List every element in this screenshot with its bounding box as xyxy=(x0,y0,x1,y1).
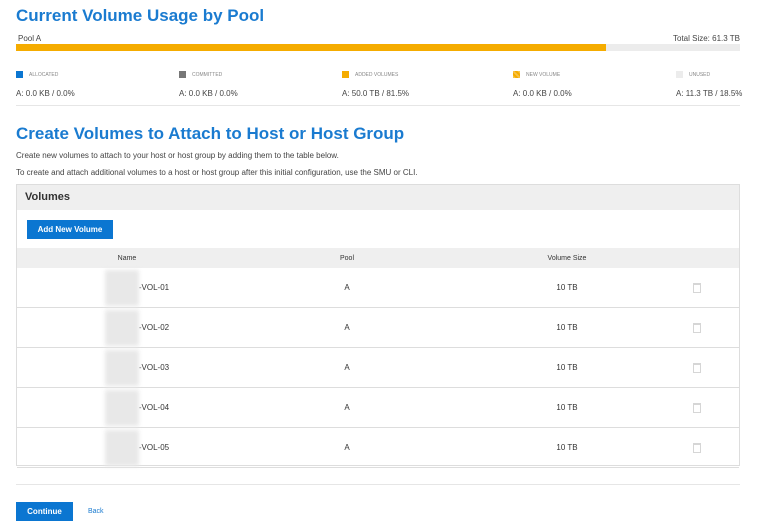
volume-name: -VOL-04 xyxy=(87,388,187,427)
legend-swatch xyxy=(16,71,23,79)
table-row: -VOL-01 A 10 TB xyxy=(17,268,739,308)
usage-title: Current Volume Usage by Pool xyxy=(16,6,265,25)
volume-name: -VOL-01 xyxy=(87,268,187,307)
table-row: -VOL-05 A 10 TB xyxy=(17,428,739,468)
table-row: -VOL-03 A 10 TB xyxy=(17,348,739,388)
usage-bar xyxy=(16,44,740,51)
volume-size: 10 TB xyxy=(556,363,578,372)
legend-swatch xyxy=(342,71,349,79)
redacted-prefix xyxy=(104,389,139,426)
redacted-prefix xyxy=(104,269,139,306)
trash-icon xyxy=(693,282,701,293)
legend-label: Committed xyxy=(192,71,223,78)
redacted-prefix xyxy=(104,349,139,386)
legend-label: Allocated xyxy=(29,71,59,78)
legend-item: New Volume A: 0.0 KB / 0.0% xyxy=(513,66,633,98)
delete-button[interactable] xyxy=(687,348,707,387)
volume-pool: A xyxy=(344,283,350,292)
volumes-title: Volumes xyxy=(17,185,739,210)
create-desc-1: Create new volumes to attach to your hos… xyxy=(16,151,339,160)
divider xyxy=(16,105,740,106)
delete-button[interactable] xyxy=(687,388,707,427)
redacted-prefix xyxy=(104,429,139,466)
volume-name: -VOL-03 xyxy=(87,348,187,387)
legend-item: Allocated A: 0.0 KB / 0.0% xyxy=(16,66,136,98)
trash-icon xyxy=(693,362,701,373)
legend-swatch xyxy=(676,71,683,79)
volume-size: 10 TB xyxy=(556,323,578,332)
create-desc-2: To create and attach additional volumes … xyxy=(16,168,418,177)
legend-label: Unused xyxy=(689,71,711,78)
volume-name: -VOL-05 xyxy=(87,428,187,467)
table-row: -VOL-04 A 10 TB xyxy=(17,388,739,428)
volume-pool: A xyxy=(344,403,350,412)
legend-value: A: 0.0 KB / 0.0% xyxy=(179,89,238,98)
col-size: Volume Size xyxy=(547,254,587,262)
col-name: Name xyxy=(117,254,137,262)
legend-value: A: 0.0 KB / 0.0% xyxy=(513,89,572,98)
trash-icon xyxy=(693,402,701,413)
legend-item: Added Volumes A: 50.0 TB / 81.5% xyxy=(342,66,462,98)
divider xyxy=(16,484,740,485)
back-link[interactable]: Back xyxy=(88,508,104,515)
volume-name: -VOL-02 xyxy=(87,308,187,347)
trash-icon xyxy=(693,442,701,453)
table-header: Name Pool Volume Size xyxy=(17,248,739,268)
legend-swatch xyxy=(179,71,186,79)
redacted-prefix xyxy=(104,309,139,346)
table-row: -VOL-02 A 10 TB xyxy=(17,308,739,348)
continue-button[interactable]: Continue xyxy=(16,502,73,521)
legend-label: New Volume xyxy=(526,71,561,78)
usage-bar-fill xyxy=(16,44,607,51)
delete-button[interactable] xyxy=(687,268,707,307)
volume-pool: A xyxy=(344,363,350,372)
legend-value: A: 11.3 TB / 18.5% xyxy=(676,89,743,98)
volume-pool: A xyxy=(344,323,350,332)
legend-value: A: 50.0 TB / 81.5% xyxy=(342,89,410,98)
total-size: Total Size: 61.3 TB xyxy=(673,34,740,43)
pool-label: Pool A xyxy=(18,34,42,43)
add-new-volume-button[interactable]: Add New Volume xyxy=(27,220,113,239)
volume-size: 10 TB xyxy=(556,443,578,452)
legend-item: Committed A: 0.0 KB / 0.0% xyxy=(179,66,299,98)
trash-icon xyxy=(693,322,701,333)
col-pool: Pool xyxy=(339,254,354,262)
legend-value: A: 0.0 KB / 0.0% xyxy=(16,89,75,98)
volumes-panel: Volumes Add New Volume Name Pool Volume … xyxy=(16,184,740,468)
legend-swatch xyxy=(513,71,520,79)
legend-item: Unused A: 11.3 TB / 18.5% xyxy=(676,66,768,98)
volume-size: 10 TB xyxy=(556,403,578,412)
delete-button[interactable] xyxy=(687,428,707,467)
legend-label: Added Volumes xyxy=(355,71,399,78)
volume-pool: A xyxy=(344,443,350,452)
delete-button[interactable] xyxy=(687,308,707,347)
volume-size: 10 TB xyxy=(556,283,578,292)
create-title: Create Volumes to Attach to Host or Host… xyxy=(16,124,405,143)
